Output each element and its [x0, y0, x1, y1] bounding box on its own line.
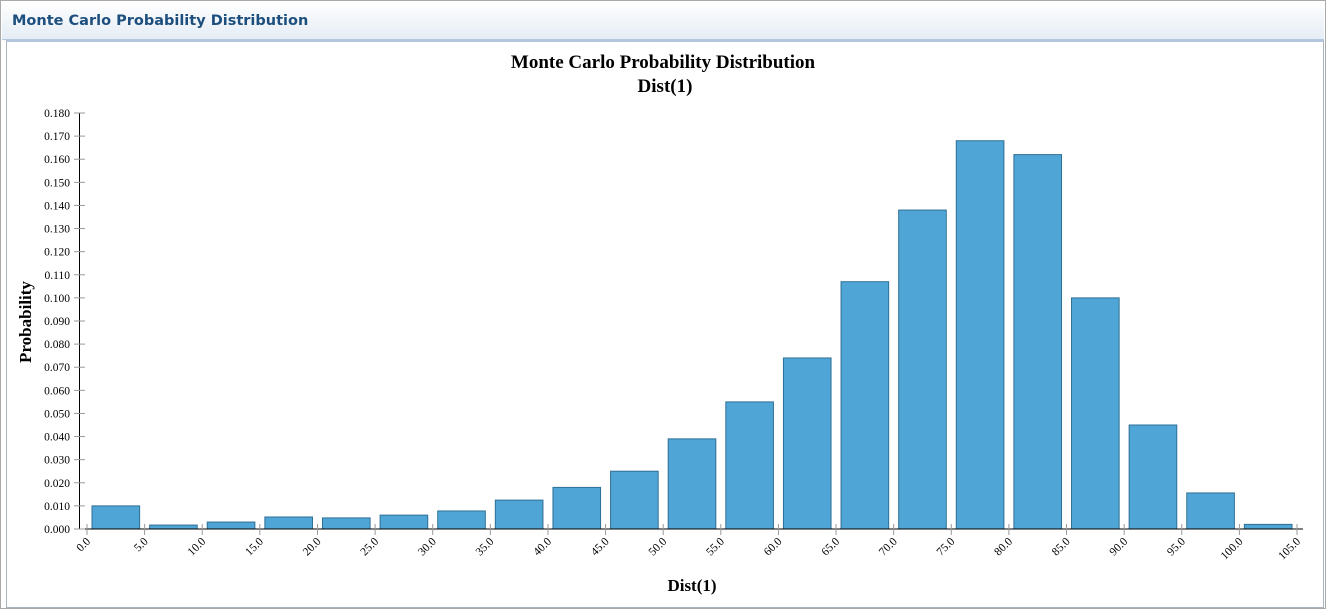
- histogram-bar: [206, 521, 256, 530]
- panel-title: Monte Carlo Probability Distribution: [12, 13, 309, 29]
- y-tick-label: 0.000: [44, 524, 70, 536]
- x-tick-label: 35.0: [474, 535, 497, 558]
- x-tick-label: 95.0: [1165, 535, 1188, 558]
- x-tick-label: 85.0: [1050, 535, 1073, 558]
- x-tick-label: 100.0: [1219, 535, 1246, 562]
- x-tick-label: 15.0: [243, 535, 266, 558]
- y-tick-label: 0.060: [44, 385, 70, 397]
- x-tick-label: 65.0: [819, 535, 842, 558]
- x-tick-label: 40.0: [531, 535, 554, 558]
- histogram-bar: [1013, 154, 1063, 530]
- y-tick-label: 0.010: [44, 501, 70, 513]
- histogram-bar: [437, 510, 486, 530]
- histogram-bar: [494, 499, 544, 530]
- x-tick-label: 50.0: [647, 535, 670, 558]
- x-tick-label: 60.0: [762, 535, 785, 558]
- x-tick-label: 0.0: [74, 535, 93, 554]
- y-axis-label: Probability: [16, 281, 35, 363]
- histogram-bar: [264, 516, 313, 530]
- x-tick-label: 90.0: [1108, 535, 1131, 558]
- x-tick-label: 10.0: [186, 535, 209, 558]
- histogram-bar: [782, 357, 832, 530]
- x-tick-label: 45.0: [589, 535, 612, 558]
- histogram-bar: [321, 517, 371, 530]
- x-axis-label: Dist(1): [667, 576, 716, 595]
- x-tick-label: 105.0: [1276, 535, 1303, 562]
- x-tick-label: 55.0: [704, 535, 727, 558]
- x-tick-label: 70.0: [877, 535, 900, 558]
- y-tick-label: 0.040: [44, 432, 70, 444]
- y-tick-label: 0.180: [44, 108, 70, 120]
- histogram-bar: [1128, 424, 1178, 530]
- histogram-bar: [955, 140, 1005, 530]
- x-tick-label: 25.0: [359, 535, 382, 558]
- chart-title: Monte Carlo Probability Distribution: [511, 52, 816, 73]
- y-tick-label: 0.110: [45, 270, 71, 282]
- panel-header: Monte Carlo Probability Distribution: [2, 2, 1324, 40]
- histogram-bar: [725, 401, 774, 530]
- y-tick-label: 0.100: [44, 293, 70, 305]
- y-tick-label: 0.070: [44, 362, 70, 374]
- x-tick-label: 80.0: [992, 535, 1015, 558]
- histogram-bar: [898, 209, 947, 530]
- y-tick-label: 0.020: [44, 478, 70, 490]
- y-tick-label: 0.120: [44, 247, 70, 259]
- histogram-bar: [379, 514, 429, 530]
- chart-subtitle: Dist(1): [638, 76, 693, 97]
- histogram-bar: [552, 486, 602, 530]
- histogram-bar: [1243, 523, 1293, 530]
- y-tick-label: 0.050: [44, 408, 70, 420]
- y-tick-label: 0.160: [44, 154, 70, 166]
- y-tick-label: 0.150: [44, 177, 70, 189]
- y-tick-label: 0.140: [44, 200, 70, 212]
- x-tick-label: 5.0: [132, 535, 151, 554]
- y-tick-label: 0.030: [44, 455, 70, 467]
- y-tick-label: 0.080: [44, 339, 70, 351]
- histogram-bar: [610, 470, 659, 530]
- y-tick-label: 0.090: [44, 316, 70, 328]
- x-tick-label: 75.0: [935, 535, 958, 558]
- histogram-bar: [149, 524, 198, 530]
- chart-panel: [6, 40, 1324, 608]
- y-tick-label: 0.130: [44, 224, 70, 236]
- histogram-bar: [1186, 492, 1235, 530]
- histogram-bar: [1071, 297, 1120, 530]
- x-tick-label: 20.0: [301, 535, 324, 558]
- x-tick-label: 30.0: [416, 535, 439, 558]
- histogram-bar: [840, 281, 890, 530]
- y-tick-label: 0.170: [44, 131, 70, 143]
- histogram-bar: [91, 505, 141, 530]
- histogram-bar: [667, 438, 717, 530]
